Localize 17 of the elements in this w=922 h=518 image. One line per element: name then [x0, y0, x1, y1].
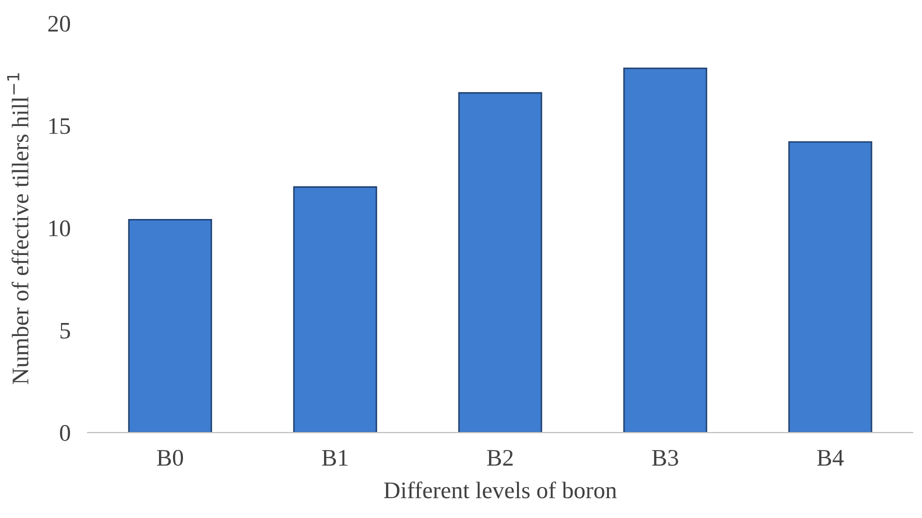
x-tick-label: B3 [652, 450, 678, 466]
y-tick-label: 0 [60, 425, 70, 441]
bar [458, 92, 542, 433]
x-tick-label: B1 [322, 450, 348, 466]
y-tick-label: 10 [49, 220, 70, 236]
y-tick-label: 15 [49, 118, 70, 134]
bar [623, 68, 708, 433]
x-tick-label: B4 [817, 450, 844, 466]
x-tick-label: B2 [487, 450, 513, 466]
bar [788, 141, 872, 433]
x-tick-label: B0 [157, 450, 183, 466]
y-axis-title: Number of effective tillers hill$^{−1}$ [7, 73, 28, 384]
bar [293, 186, 378, 433]
y-tick-label: 5 [60, 322, 70, 339]
x-axis-title: Different levels of boron [384, 481, 617, 498]
bar [128, 219, 212, 433]
y-tick-label: 20 [48, 16, 70, 32]
